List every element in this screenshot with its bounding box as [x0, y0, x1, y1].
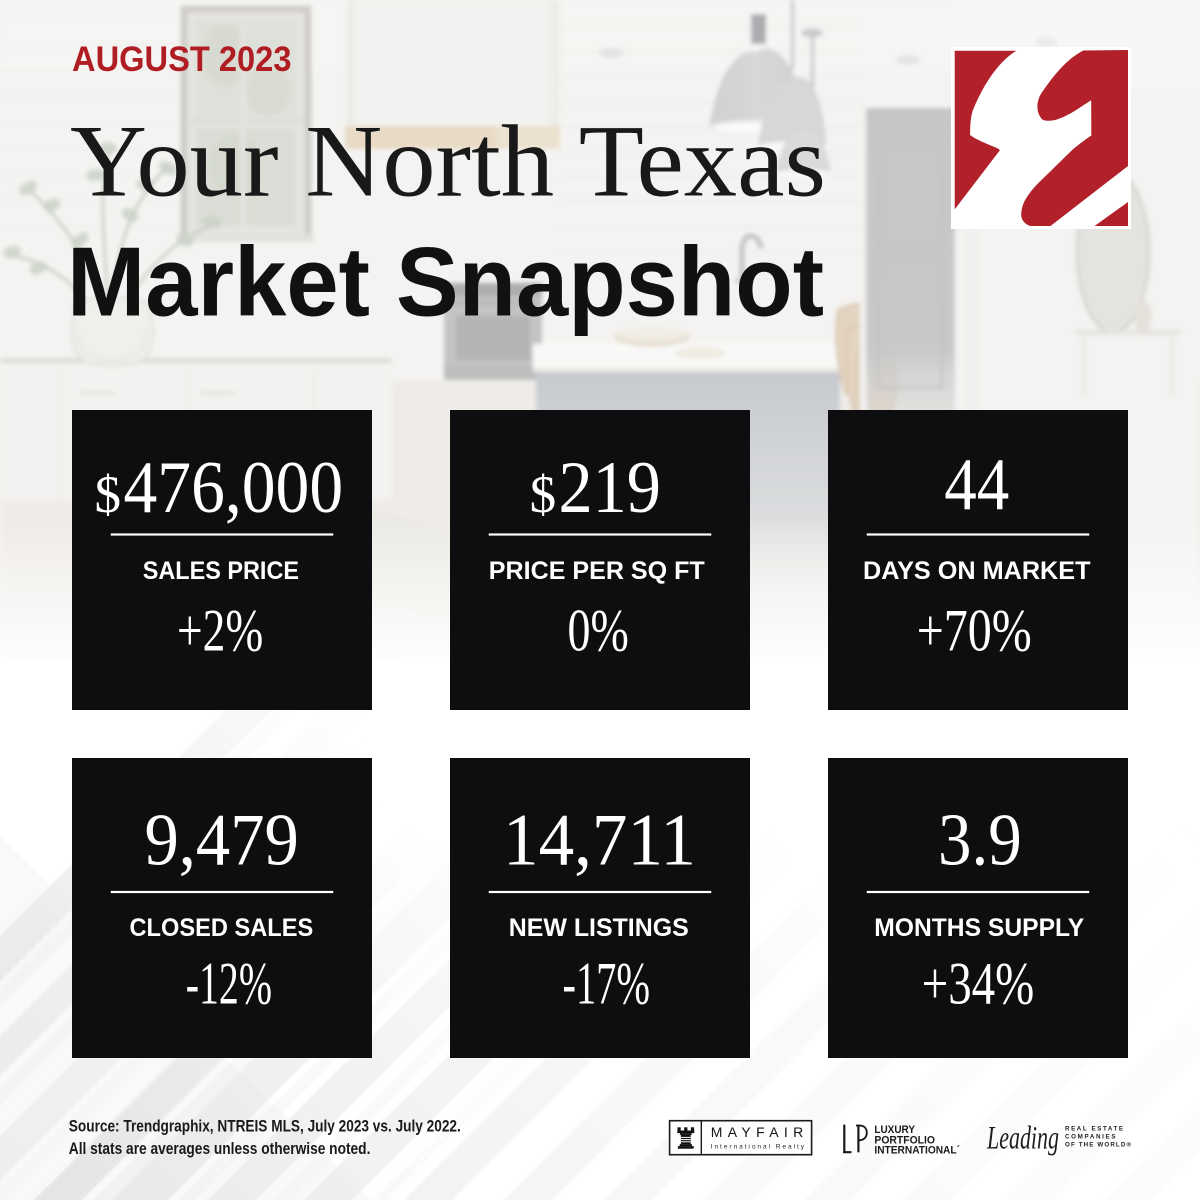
- svg-text:44: 44: [944, 444, 1009, 526]
- svg-text:0%: 0%: [568, 598, 629, 664]
- svg-text:PORTFOLIO: PORTFOLIO: [874, 1134, 935, 1146]
- svg-text:MONTHS SUPPLY: MONTHS SUPPLY: [874, 914, 1084, 942]
- svg-text:NEW LISTINGS: NEW LISTINGS: [509, 914, 689, 942]
- svg-text:INTERNATIONAL´: INTERNATIONAL´: [874, 1144, 960, 1156]
- svg-text:Leading: Leading: [986, 1121, 1059, 1157]
- svg-text:9,479: 9,479: [145, 800, 299, 882]
- svg-text:+70%: +70%: [917, 598, 1032, 664]
- svg-text:$: $: [530, 466, 557, 524]
- svg-text:-12%: -12%: [186, 951, 272, 1017]
- svg-text:-17%: -17%: [563, 951, 651, 1017]
- svg-text:All stats are averages unless: All stats are averages unless otherwise …: [69, 1140, 371, 1158]
- svg-text:+2%: +2%: [177, 598, 263, 664]
- svg-text:14,711: 14,711: [503, 800, 696, 882]
- svg-text:476,000: 476,000: [124, 447, 344, 529]
- svg-text:COMPANIES: COMPANIES: [1065, 1133, 1116, 1140]
- svg-text:CLOSED SALES: CLOSED SALES: [130, 914, 314, 942]
- svg-text:OF THE WORLD®: OF THE WORLD®: [1065, 1141, 1131, 1148]
- svg-text:$: $: [95, 466, 122, 524]
- svg-text:SALES PRICE: SALES PRICE: [143, 557, 299, 585]
- svg-text:Your North Texas: Your North Texas: [70, 105, 826, 219]
- svg-text:REAL ESTATE: REAL ESTATE: [1065, 1126, 1123, 1133]
- svg-text:DAYS ON MARKET: DAYS ON MARKET: [863, 557, 1091, 585]
- svg-text:+34%: +34%: [922, 951, 1035, 1017]
- svg-text:LUXURY: LUXURY: [874, 1124, 915, 1136]
- svg-text:Market Snapshot: Market Snapshot: [67, 227, 824, 337]
- svg-text:Source: Trendgraphix, NTREIS M: Source: Trendgraphix, NTREIS MLS, July 2…: [69, 1118, 461, 1136]
- svg-text:219: 219: [559, 447, 661, 529]
- svg-text:PRICE PER SQ FT: PRICE PER SQ FT: [489, 557, 705, 585]
- svg-text:3.9: 3.9: [938, 800, 1022, 882]
- svg-text:International Realty: International Realty: [711, 1144, 805, 1151]
- svg-text:AUGUST 2023: AUGUST 2023: [72, 40, 292, 79]
